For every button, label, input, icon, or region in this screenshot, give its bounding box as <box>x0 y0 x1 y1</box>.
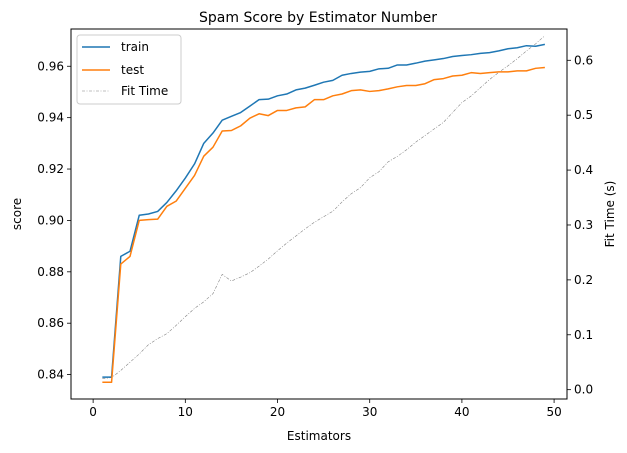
y-tick-label: 0.84 <box>37 368 64 382</box>
x-tick-label: 40 <box>454 405 469 419</box>
x-tick-label: 30 <box>362 405 377 419</box>
y-tick-label: 0.94 <box>37 111 64 125</box>
y2-tick-label: 0.3 <box>574 218 593 232</box>
y-axis-label: score <box>10 198 24 230</box>
y2-tick-label: 0.6 <box>574 53 593 67</box>
y-tick-label: 0.88 <box>37 265 64 279</box>
y-tick-label: 0.86 <box>37 316 64 330</box>
series-line-train <box>102 43 546 378</box>
legend-label-fit-time: Fit Time <box>121 84 168 98</box>
y2-tick-label: 0.1 <box>574 328 593 342</box>
y-tick-label: 0.90 <box>37 213 64 227</box>
chart-title: Spam Score by Estimator Number <box>199 10 437 26</box>
x-tick-label: 20 <box>270 405 285 419</box>
x-tick-label: 10 <box>178 405 193 419</box>
x-axis-ticks: 0 10 20 30 40 50 <box>89 399 562 419</box>
y2-tick-label: 0.0 <box>574 383 593 397</box>
legend-box <box>76 34 182 105</box>
series-line-test <box>102 66 545 384</box>
legend-label-test: test <box>121 63 144 77</box>
y2-tick-label: 0.4 <box>574 163 593 177</box>
y2-axis-ticks: 0.0 0.1 0.2 0.3 0.4 0.5 0.6 <box>567 53 593 397</box>
x-axis-label: Estimators <box>287 429 351 443</box>
y-axis-ticks: 0.84 0.86 0.88 0.90 0.92 0.94 0.96 <box>37 59 71 382</box>
x-tick-label: 0 <box>89 405 97 419</box>
y-tick-label: 0.92 <box>37 162 64 176</box>
axes-frame <box>70 28 568 400</box>
y-tick-label: 0.96 <box>37 59 64 73</box>
x-tick-label: 50 <box>546 405 561 419</box>
y2-tick-label: 0.2 <box>574 273 593 287</box>
legend-label-train: train <box>121 40 149 54</box>
series-line-fit-time <box>102 35 546 379</box>
plot-area <box>102 35 546 384</box>
y2-tick-label: 0.5 <box>574 108 593 122</box>
legend: train test Fit Time <box>76 34 182 105</box>
y2-axis-label: Fit Time (s) <box>603 181 617 248</box>
